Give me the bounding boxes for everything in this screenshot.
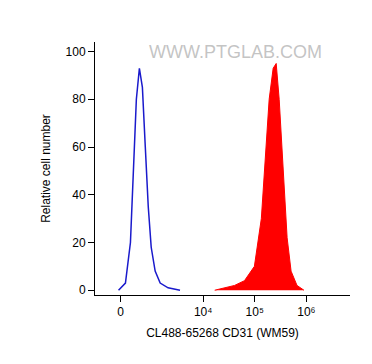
svg-text:100: 100	[66, 45, 86, 59]
svg-text:Relative cell number: Relative cell number	[39, 114, 53, 223]
svg-text:40: 40	[72, 188, 86, 202]
svg-text:0: 0	[117, 305, 124, 319]
svg-text:0: 0	[79, 283, 86, 297]
svg-text:60: 60	[72, 140, 86, 154]
svg-text:WWW.PTGLAB.COM: WWW.PTGLAB.COM	[149, 42, 322, 62]
svg-text:10⁵: 10⁵	[246, 305, 264, 319]
svg-text:20: 20	[72, 236, 86, 250]
svg-text:10⁶: 10⁶	[297, 305, 315, 319]
svg-text:80: 80	[72, 92, 86, 106]
svg-text:10⁴: 10⁴	[194, 305, 213, 319]
svg-text:CL488-65268 CD31 (WM59): CL488-65268 CD31 (WM59)	[146, 326, 299, 340]
